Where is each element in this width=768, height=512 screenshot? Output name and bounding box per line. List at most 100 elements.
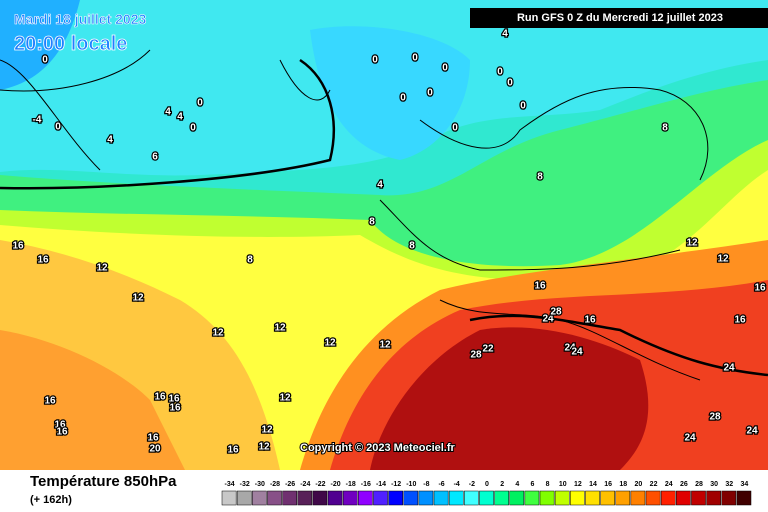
legend-label: -18 bbox=[346, 481, 356, 488]
legend-label: 26 bbox=[680, 481, 688, 488]
contour-label: 12 bbox=[258, 442, 270, 453]
legend-label: 12 bbox=[574, 481, 582, 488]
contour-label: 8 bbox=[247, 255, 253, 266]
legend-swatch bbox=[312, 490, 328, 506]
contour-label: 0 bbox=[427, 88, 433, 99]
contour-label: 24 bbox=[564, 343, 576, 354]
legend-swatch bbox=[645, 490, 661, 506]
legend-label: 2 bbox=[500, 481, 504, 488]
contour-label: 8 bbox=[662, 123, 668, 134]
contour-label: 24 bbox=[746, 426, 758, 437]
contour-label: 0 bbox=[452, 123, 458, 134]
legend-label: 32 bbox=[725, 481, 733, 488]
contour-label: 28 bbox=[550, 307, 562, 318]
legend-label: -30 bbox=[255, 481, 265, 488]
legend-label: -10 bbox=[406, 481, 416, 488]
legend-label: 8 bbox=[546, 481, 550, 488]
contour-label: 0 bbox=[42, 55, 48, 66]
legend-label: -6 bbox=[438, 481, 444, 488]
contour-label: 4 bbox=[177, 112, 183, 123]
legend-label: -34 bbox=[225, 481, 235, 488]
contour-label: 16 bbox=[227, 445, 239, 456]
contour-label: 16 bbox=[12, 241, 24, 252]
contour-label: 12 bbox=[324, 338, 336, 349]
contour-label: 0 bbox=[197, 98, 203, 109]
legend-swatch bbox=[388, 490, 403, 506]
contour-label: 4 bbox=[377, 180, 383, 191]
contour-label: 4 bbox=[107, 135, 113, 146]
legend-label: -24 bbox=[300, 481, 310, 488]
contour-label: 16 bbox=[147, 433, 159, 444]
contour-label: 16 bbox=[734, 315, 746, 326]
contour-label: 12 bbox=[279, 393, 291, 404]
contour-label: 8 bbox=[369, 217, 375, 228]
contour-label: 16 bbox=[37, 255, 49, 266]
legend-label: -22 bbox=[315, 481, 325, 488]
forecast-date: Mardi 18 juillet 2023 bbox=[14, 11, 146, 27]
contour-label: 12 bbox=[212, 328, 224, 339]
legend-swatch bbox=[600, 490, 615, 506]
contour-label: 0 bbox=[507, 78, 513, 89]
legend-label: 30 bbox=[710, 481, 718, 488]
legend-label: -28 bbox=[270, 481, 280, 488]
legend-swatch bbox=[403, 490, 419, 506]
hottest-area bbox=[370, 327, 649, 470]
contour-label: 22 bbox=[482, 344, 494, 355]
contour-label: 12 bbox=[96, 263, 108, 274]
legend-swatch bbox=[282, 490, 297, 506]
legend-swatch bbox=[252, 490, 267, 506]
legend-label: 10 bbox=[559, 481, 567, 488]
contour-label: 24 bbox=[684, 433, 696, 444]
contour-label: 16 bbox=[154, 392, 166, 403]
contour-label: 6 bbox=[152, 152, 158, 163]
legend-label: -12 bbox=[391, 481, 401, 488]
legend-swatch bbox=[221, 490, 237, 506]
legend-label: 20 bbox=[635, 481, 643, 488]
forecast-time: 20:00 locale bbox=[14, 33, 127, 55]
contour-label: 24 bbox=[542, 314, 554, 325]
legend-swatch bbox=[736, 490, 752, 506]
legend-swatch bbox=[297, 490, 313, 506]
legend-label: 16 bbox=[604, 481, 612, 488]
legend-swatch bbox=[464, 490, 479, 506]
legend-swatch bbox=[373, 490, 388, 506]
legend-swatch bbox=[539, 490, 555, 506]
contour-label: 0 bbox=[412, 53, 418, 64]
contour-label: 8 bbox=[409, 241, 415, 252]
contour-label: 20 bbox=[149, 444, 161, 455]
legend-swatch bbox=[524, 490, 540, 506]
contour-label: 16 bbox=[44, 396, 56, 407]
legend-swatch bbox=[630, 490, 646, 506]
contour-label: 12 bbox=[686, 238, 698, 249]
legend-swatch bbox=[585, 490, 600, 506]
legend-swatch bbox=[706, 490, 721, 506]
legend-label: -26 bbox=[285, 481, 295, 488]
legend-label: -20 bbox=[331, 481, 341, 488]
contour-label: 0 bbox=[55, 122, 61, 133]
legend-label: -4 bbox=[454, 481, 460, 488]
legend-label: -14 bbox=[376, 481, 386, 488]
legend-swatch bbox=[691, 490, 706, 506]
contour-label: 0 bbox=[520, 101, 526, 112]
legend-label: -8 bbox=[423, 481, 429, 488]
legend-label: 34 bbox=[741, 481, 749, 488]
contour-label: 12 bbox=[274, 323, 286, 334]
contour-label: 12 bbox=[379, 340, 391, 351]
legend-swatch bbox=[327, 490, 343, 506]
lead-time: (+ 162h) bbox=[30, 494, 72, 506]
legend-label: -16 bbox=[361, 481, 371, 488]
legend-swatch bbox=[615, 490, 631, 506]
contour-label: 16 bbox=[169, 403, 181, 414]
contour-label: 28 bbox=[709, 412, 721, 423]
contour-label: 16 bbox=[754, 283, 766, 294]
legend-swatch bbox=[342, 490, 358, 506]
run-info: Run GFS 0 Z du Mercredi 12 juillet 2023 bbox=[517, 12, 723, 24]
legend-label: 4 bbox=[515, 481, 519, 488]
legend-swatch bbox=[448, 490, 464, 506]
legend-label: 28 bbox=[695, 481, 703, 488]
contour-label: 16 bbox=[56, 427, 68, 438]
contour-label: 8 bbox=[537, 172, 543, 183]
legend-label: 14 bbox=[589, 481, 597, 488]
contour-label: 16 bbox=[54, 420, 66, 431]
